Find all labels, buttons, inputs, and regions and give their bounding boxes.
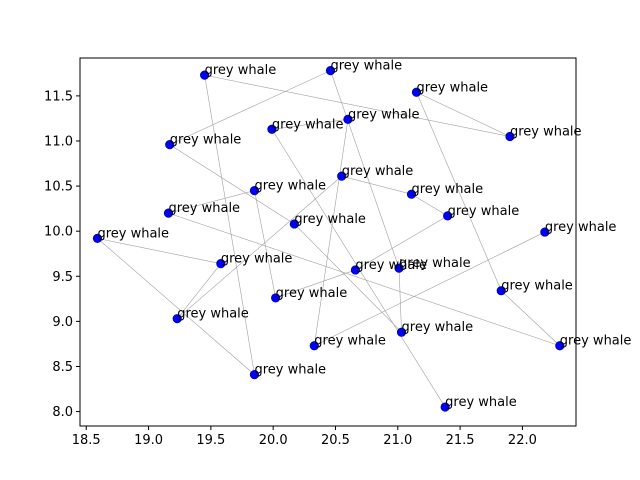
point-label: grey whale (510, 124, 582, 139)
x-tick-label: 18.5 (72, 433, 101, 448)
x-tick-label: 21.0 (383, 433, 412, 448)
y-tick-label: 8.0 (52, 405, 73, 420)
connection-line (168, 190, 255, 214)
point-label: grey whale (168, 201, 240, 216)
x-tick-label: 20.0 (259, 433, 288, 448)
connection-line (294, 223, 402, 333)
point-label: grey whale (294, 212, 366, 227)
data-point (249, 369, 260, 380)
y-tick-label: 9.5 (52, 270, 73, 285)
data-point (163, 208, 174, 218)
point-label: grey whale (272, 117, 344, 132)
point-label: grey whale (501, 279, 573, 294)
point-label: grey whale (416, 80, 488, 95)
data-points (92, 66, 565, 412)
connection-line (254, 190, 276, 298)
point-label: grey whale (330, 59, 402, 74)
data-point (394, 263, 404, 273)
data-point (249, 185, 260, 196)
data-point (165, 139, 175, 150)
point-label: grey whale (97, 226, 169, 241)
plot-area-frame (79, 57, 577, 427)
point-label: grey whale (399, 256, 471, 271)
data-point (200, 70, 210, 80)
data-point (343, 114, 353, 124)
point-label: grey whale (348, 107, 420, 122)
connection-line (204, 75, 255, 375)
connection-line (313, 119, 349, 346)
connection-line (411, 193, 448, 217)
y-tick-label: 8.5 (52, 360, 73, 375)
connection-line (204, 74, 511, 137)
point-label: grey whale (170, 133, 242, 148)
y-tick-label: 10.0 (44, 225, 73, 240)
connection-line (176, 263, 222, 319)
connection-line (275, 269, 356, 299)
point-label: grey whale (221, 252, 293, 267)
data-point (271, 293, 281, 303)
connection-lines (97, 70, 561, 408)
point-label: grey whale (314, 334, 386, 349)
y-tick-label: 11.5 (44, 89, 73, 104)
data-point (396, 327, 407, 337)
point-label: grey whale (254, 179, 326, 194)
data-point (325, 66, 336, 76)
point-label: grey whale (342, 164, 414, 179)
data-point (92, 233, 103, 243)
point-label: grey whale (402, 320, 474, 335)
x-tick-label: 21.5 (446, 433, 475, 448)
data-point (411, 87, 422, 97)
point-label: grey whale (254, 363, 326, 378)
point-label: grey whale (276, 286, 348, 301)
data-point (406, 189, 417, 199)
data-point (505, 131, 515, 142)
connection-line (398, 268, 402, 333)
x-tick-label: 20.5 (321, 433, 350, 448)
x-axis: 18.5 19.0 19.5 20.0 20.5 21.0 21.5 22.0 (72, 426, 537, 448)
point-labels: grey whale grey whale grey whale grey whale… (97, 59, 631, 410)
y-tick-label: 10.5 (44, 180, 73, 195)
data-point (440, 402, 450, 412)
connection-line (501, 290, 561, 346)
data-point (337, 171, 347, 181)
connection-line (97, 238, 221, 264)
point-label: grey whale (560, 334, 632, 349)
point-label: grey whale (177, 307, 249, 322)
data-point (267, 124, 277, 134)
data-point (555, 341, 565, 351)
connection-line (314, 231, 545, 346)
y-tick-label: 9.0 (52, 315, 73, 330)
connection-line (355, 215, 448, 271)
data-point (309, 341, 319, 351)
connection-line (169, 70, 331, 145)
connection-line (169, 144, 295, 225)
connection-line (416, 92, 502, 291)
y-tick-label: 11.0 (44, 134, 73, 149)
data-point (540, 227, 550, 237)
connection-line (341, 175, 412, 195)
connection-line (271, 119, 348, 130)
point-label: grey whale (205, 63, 277, 78)
point-label: grey whale (448, 204, 520, 219)
data-point (172, 314, 182, 324)
x-tick-label: 22.0 (508, 433, 537, 448)
data-point (216, 259, 226, 269)
y-axis: 8.0 8.5 9.0 9.5 10.0 10.5 11.0 11.5 (44, 89, 80, 420)
data-point (443, 211, 453, 221)
connection-line (416, 92, 511, 137)
data-point (350, 265, 361, 275)
connection-line (177, 175, 342, 319)
connection-line (97, 238, 255, 375)
data-point (496, 286, 506, 296)
point-label: grey whale (445, 395, 517, 410)
x-tick-label: 19.5 (196, 433, 225, 448)
connection-line (330, 70, 400, 269)
point-label: grey whale (411, 182, 483, 197)
x-tick-label: 19.0 (134, 433, 163, 448)
point-label: grey whale (545, 220, 617, 235)
point-label: grey whale (355, 258, 427, 273)
data-point (289, 219, 299, 229)
connection-line (168, 212, 560, 347)
